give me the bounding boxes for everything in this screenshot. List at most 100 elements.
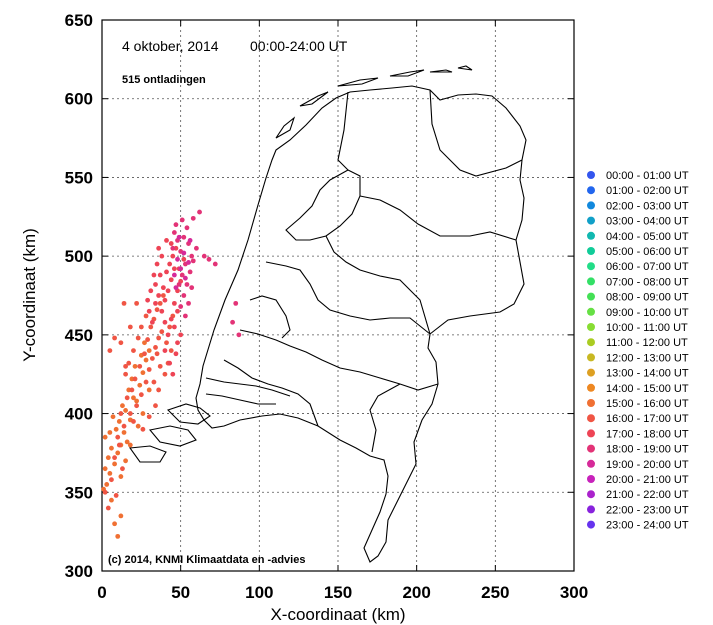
province-border-5 [265, 261, 431, 335]
strike-point [142, 351, 147, 357]
strike-point [162, 297, 168, 303]
strike-point [131, 348, 136, 353]
strike-point [173, 285, 179, 291]
strike-point [160, 293, 166, 298]
strike-point [102, 434, 108, 440]
strike-point [170, 371, 176, 377]
strike-point [171, 324, 177, 330]
strike-point [129, 387, 135, 393]
strike-point [154, 307, 160, 313]
legend-label: 23:00 - 24:00 UT [606, 520, 689, 532]
strike-point [151, 272, 157, 278]
strike-point [127, 411, 133, 416]
legend-label: 00:00 - 01:00 UT [606, 170, 689, 182]
strike-point [184, 282, 190, 287]
strike-point [236, 332, 242, 338]
legend-label: 17:00 - 18:00 UT [606, 428, 689, 440]
legend-label: 08:00 - 09:00 UT [606, 292, 689, 304]
strike-point [118, 340, 124, 346]
strike-point [151, 379, 157, 385]
legend-label: 18:00 - 19:00 UT [606, 444, 689, 456]
legend-swatch [587, 186, 595, 195]
strike-point [212, 261, 218, 267]
strike-point [233, 300, 239, 306]
legend-label: 16:00 - 17:00 UT [606, 413, 689, 425]
strike-point [118, 474, 124, 479]
strike-point [156, 293, 162, 298]
strike-point [156, 245, 162, 251]
legend-swatch [587, 353, 595, 362]
strike-point [167, 360, 173, 366]
strike-point [181, 293, 187, 298]
strike-point [181, 256, 187, 262]
strike-point [156, 335, 162, 341]
strike-point [107, 470, 113, 476]
strike-point [167, 324, 173, 330]
legend-swatch [587, 171, 595, 179]
strike-point [230, 319, 235, 325]
strike-point [124, 439, 130, 445]
legend-label: 11:00 - 12:00 UT [606, 337, 688, 349]
ijsselmeer-outline [285, 169, 361, 241]
strike-point [113, 493, 119, 498]
y-tick-label: 500 [65, 247, 93, 266]
date-label: 4 oktober, 2014 [122, 38, 219, 54]
strike-point [184, 225, 190, 231]
legend-label: 20:00 - 21:00 UT [606, 474, 689, 486]
legend-swatch [587, 323, 595, 331]
strike-point [187, 238, 193, 243]
strike-point [145, 337, 151, 342]
province-border-9 [369, 383, 401, 453]
strike-point [115, 434, 121, 440]
credit-label: (c) 2014, KNMI Klimaatdata en -advies [108, 554, 305, 566]
strike-point [109, 477, 114, 483]
strike-point [140, 426, 146, 432]
y-tick-label: 600 [65, 90, 93, 109]
legend-label: 15:00 - 16:00 UT [606, 398, 689, 410]
strike-point [126, 360, 132, 366]
strike-point [112, 461, 117, 467]
strike-point [102, 489, 108, 495]
x-axis-title: X-coordinaat (km) [270, 605, 405, 624]
strike-point [109, 445, 114, 451]
strike-point [189, 285, 195, 291]
strike-point [197, 209, 202, 215]
strike-point [116, 442, 122, 448]
legend-label: 13:00 - 14:00 UT [606, 368, 689, 380]
strike-point [102, 466, 108, 472]
strike-point [154, 261, 160, 267]
legend-swatch [587, 399, 595, 407]
strike-point [138, 324, 144, 330]
strike-point [160, 285, 166, 291]
strike-point [140, 411, 146, 416]
coastline-outline [195, 85, 527, 563]
strike-point [115, 450, 121, 456]
strike-point [162, 348, 168, 353]
province-border-6 [239, 329, 439, 391]
wadden-island-3 [337, 77, 379, 87]
province-border-1 [337, 91, 349, 171]
strike-point [140, 370, 146, 376]
x-tick-label: 0 [97, 583, 106, 602]
strike-point [146, 348, 152, 353]
strike-point [137, 363, 143, 369]
legend-label: 04:00 - 05:00 UT [606, 231, 689, 243]
strike-point [121, 300, 127, 306]
strike-point [168, 277, 174, 283]
strike-point [153, 282, 158, 287]
strike-point [138, 392, 144, 398]
strike-point [123, 458, 128, 464]
strike-point [118, 411, 124, 416]
x-tick-label: 300 [560, 583, 588, 602]
strike-point [175, 308, 180, 314]
river-outline-1 [205, 377, 291, 397]
legend-swatch [587, 475, 595, 483]
legend-swatch [587, 490, 595, 499]
x-tick-label: 250 [481, 583, 509, 602]
strike-point [123, 371, 128, 377]
wadden-island-4 [389, 69, 425, 77]
legend-swatch [587, 368, 595, 377]
strike-point [156, 387, 162, 393]
x-tick-label: 200 [402, 583, 430, 602]
strike-point [120, 466, 125, 472]
